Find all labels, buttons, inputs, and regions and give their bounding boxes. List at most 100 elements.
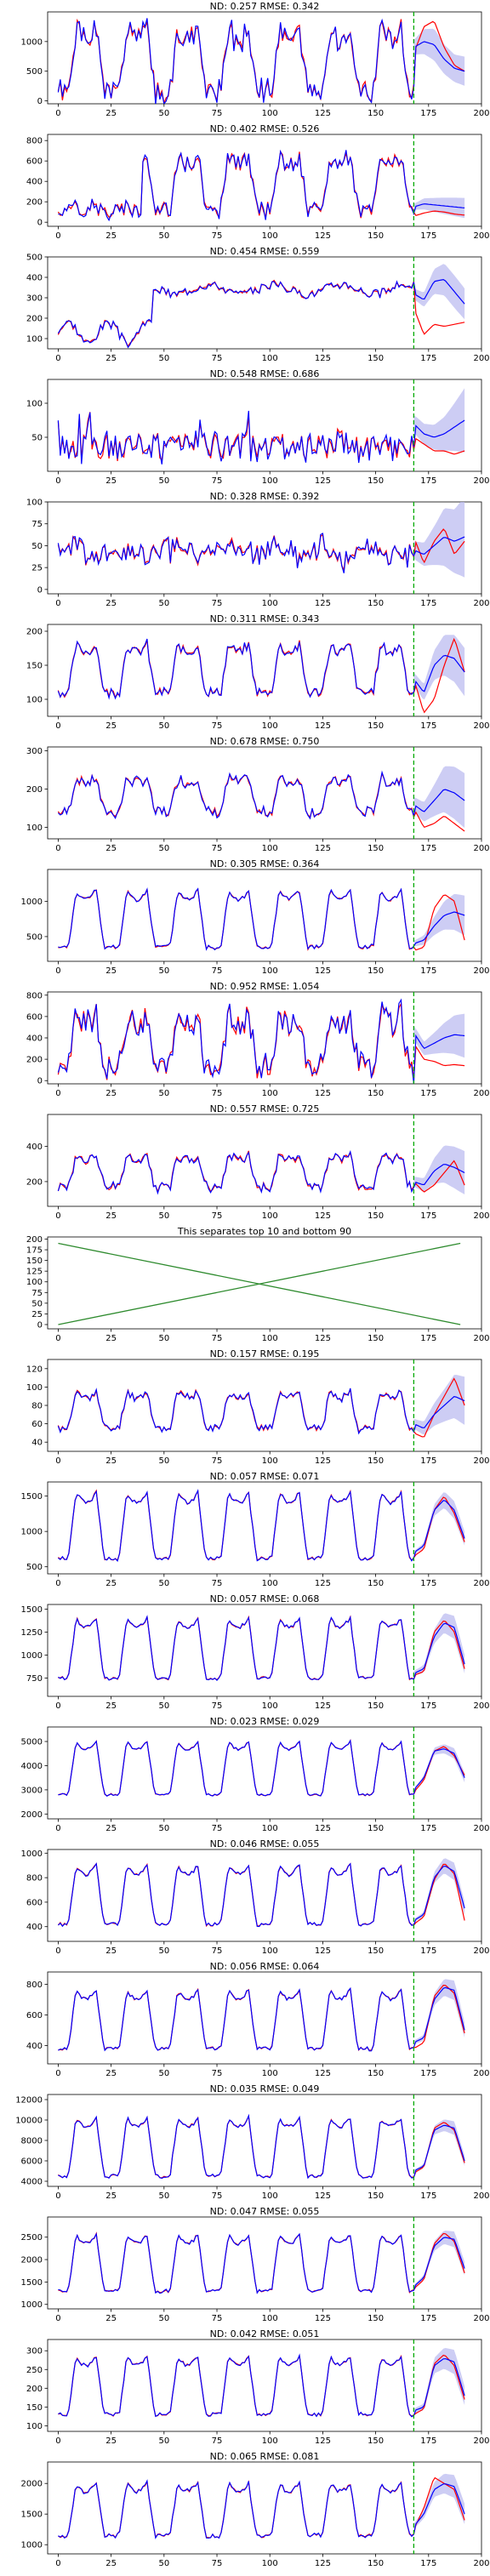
- subplot-title: ND: 0.057 RMSE: 0.068: [210, 1593, 320, 1604]
- subplot-14: ND: 0.057 RMSE: 0.068 0 25 50 75 100 125 150 175…: [21, 1593, 490, 1711]
- y-tick-label: 2000: [21, 2256, 43, 2265]
- axes-frame: [47, 256, 482, 350]
- x-tick-label: 150: [368, 966, 384, 976]
- x-tick-label: 150: [368, 2559, 384, 2568]
- x-tick-label: 100: [262, 844, 278, 853]
- x-tick-label: 75: [212, 2436, 223, 2446]
- x-tick-label: 125: [315, 354, 331, 363]
- y-tick-label: 0: [37, 97, 43, 106]
- x-tick-label: 100: [262, 354, 278, 363]
- x-tick-label: 100: [262, 2436, 278, 2446]
- x-tick-label: 175: [420, 1456, 436, 1466]
- x-tick-label: 75: [212, 599, 223, 608]
- x-tick-label: 25: [105, 109, 117, 118]
- y-tick-label: 120: [26, 1365, 43, 1374]
- x-tick-label: 75: [212, 109, 223, 118]
- x-tick-label: 125: [315, 2436, 331, 2446]
- prediction-series-line: [58, 2353, 465, 2418]
- x-tick-label: 50: [158, 844, 169, 853]
- y-tick-label: 800: [26, 137, 43, 146]
- x-tick-label: 100: [262, 1824, 278, 1833]
- y-tick-label: 200: [26, 785, 43, 795]
- x-tick-label: 125: [315, 476, 331, 486]
- x-tick-label: 100: [262, 1211, 278, 1221]
- subplot-21: ND: 0.065 RMSE: 0.081 0 25 50 75 100 125 150 175…: [21, 2451, 490, 2568]
- prediction-series-line: [58, 2232, 465, 2294]
- y-tick-label: 50: [31, 434, 43, 443]
- x-tick-label: 25: [105, 476, 117, 486]
- x-tick-label: 50: [158, 2069, 169, 2078]
- x-tick-label: 75: [212, 2191, 223, 2201]
- x-tick-label: 50: [158, 2436, 169, 2446]
- plot-area: [58, 1482, 465, 1574]
- x-tick-label: 25: [105, 354, 117, 363]
- forecast-interval-band: [413, 388, 465, 453]
- y-tick-label: 100: [26, 1383, 43, 1393]
- axes-frame: [47, 1849, 482, 1942]
- x-tick-label: 175: [420, 599, 436, 608]
- y-tick-label: 50: [31, 1299, 43, 1308]
- x-tick-label: 175: [420, 1211, 436, 1221]
- x-tick-label: 150: [368, 1211, 384, 1221]
- y-tick-label: 0: [37, 219, 43, 228]
- prediction-series-line: [57, 278, 465, 349]
- x-tick-label: 175: [420, 1824, 436, 1833]
- prediction-series-line: [58, 886, 465, 951]
- subplot-4: ND: 0.548 RMSE: 0.686 0 25 50 75 100 125 150 175…: [26, 368, 490, 486]
- plot-area: [58, 2339, 465, 2431]
- x-tick-label: 200: [473, 476, 489, 486]
- x-tick-label: 50: [158, 2191, 169, 2201]
- x-tick-label: 125: [315, 1089, 331, 1098]
- y-tick-label: 400: [26, 178, 43, 187]
- plot-area: [57, 12, 465, 104]
- subplot-title: ND: 0.328 RMSE: 0.392: [210, 491, 320, 502]
- x-tick-label: 50: [158, 231, 169, 241]
- prediction-series-line: [57, 638, 465, 700]
- plot-area: [58, 1604, 465, 1696]
- x-tick-label: 200: [473, 2436, 489, 2446]
- prediction-series-line: [58, 149, 465, 222]
- forecast-interval-band: [413, 766, 465, 829]
- x-tick-label: 25: [105, 966, 117, 976]
- y-tick-label: 150: [26, 2403, 43, 2413]
- x-tick-label: 25: [105, 2191, 117, 2201]
- x-tick-label: 125: [315, 1456, 331, 1466]
- x-tick-label: 125: [315, 109, 331, 118]
- x-tick-label: 25: [105, 2436, 117, 2446]
- y-tick-label: 100: [26, 335, 43, 345]
- y-tick-label: 200: [26, 1235, 43, 1245]
- x-tick-label: 0: [55, 1701, 60, 1711]
- x-tick-label: 0: [55, 109, 60, 118]
- x-tick-label: 175: [420, 476, 436, 486]
- x-tick-label: 125: [315, 1946, 331, 1956]
- x-tick-label: 25: [105, 1701, 117, 1711]
- x-tick-label: 200: [473, 1211, 489, 1221]
- plot-area: [57, 1359, 465, 1451]
- separator-line-2: [58, 1242, 461, 1325]
- y-tick-label: 3000: [21, 1786, 43, 1795]
- y-tick-label: 80: [31, 1402, 43, 1411]
- x-tick-label: 75: [212, 966, 223, 976]
- axes-frame: [47, 1971, 482, 2065]
- y-tick-label: 800: [26, 991, 43, 1000]
- y-tick-label: 1000: [21, 2541, 43, 2550]
- prediction-series-line: [58, 1739, 465, 1797]
- y-tick-label: 50: [31, 542, 43, 551]
- x-tick-label: 0: [55, 2436, 60, 2446]
- x-tick-label: 125: [315, 1701, 331, 1711]
- x-tick-label: 0: [55, 1579, 60, 1588]
- x-tick-label: 50: [158, 476, 169, 486]
- subplot-title: ND: 0.311 RMSE: 0.343: [210, 613, 320, 624]
- x-tick-label: 25: [105, 1579, 117, 1588]
- y-tick-label: 600: [26, 157, 43, 167]
- y-tick-label: 25: [31, 564, 43, 573]
- y-tick-label: 500: [26, 254, 43, 263]
- x-tick-label: 150: [368, 231, 384, 241]
- x-tick-label: 100: [262, 109, 278, 118]
- y-tick-label: 0: [37, 1077, 43, 1086]
- x-tick-label: 0: [55, 1824, 60, 1833]
- x-tick-label: 200: [473, 721, 489, 731]
- y-tick-label: 0: [37, 1320, 43, 1330]
- subplot-title: ND: 0.065 RMSE: 0.081: [210, 2451, 320, 2462]
- x-tick-label: 25: [105, 1089, 117, 1098]
